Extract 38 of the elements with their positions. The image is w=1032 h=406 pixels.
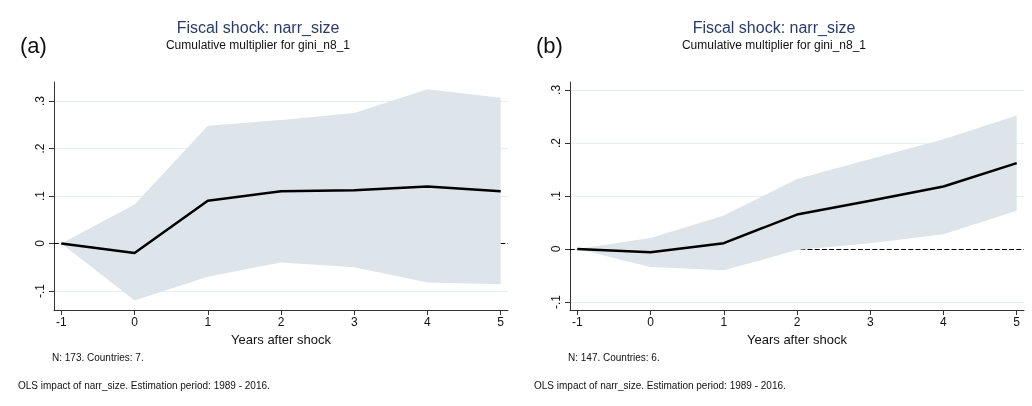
chart-subtitle: Cumulative multiplier for gini_n8_1 [165, 38, 351, 52]
x-tick-label: 5 [497, 315, 505, 329]
y-tick-label: 0 [33, 239, 47, 247]
line-series [60, 185, 502, 255]
x-tick-label: 5 [1013, 315, 1021, 329]
x-tick-label: 1 [720, 315, 728, 329]
y-tick-label: .1 [549, 190, 563, 202]
x-tick-label: 2 [277, 315, 285, 329]
y-tick-label: .1 [33, 190, 47, 202]
x-tick-label: 3 [350, 315, 358, 329]
line-series [576, 161, 1018, 254]
x-axis-title: Years after shock [231, 331, 332, 347]
y-tick-label: .2 [33, 143, 47, 154]
chart-subtitle: Cumulative multiplier for gini_n8_1 [681, 38, 867, 52]
x-tick-label: -1 [55, 315, 67, 329]
x-axis-title: Years after shock [747, 331, 848, 347]
x-tick-label: 4 [424, 315, 432, 329]
y-tick-label: .3 [549, 84, 563, 95]
chart-title: Fiscal shock: narr_size [176, 18, 340, 37]
y-tick-label: .2 [549, 137, 563, 148]
x-tick-label: 0 [131, 315, 139, 329]
y-tick-label: .3 [33, 95, 47, 107]
y-tick-label: -.1 [549, 294, 563, 310]
chart-title: Fiscal shock: narr_size [692, 18, 856, 37]
x-tick-label: 4 [940, 315, 948, 329]
text: OLS impact of narr_size. Estimation period: 1989 - 2016. [534, 379, 786, 391]
text: (a) [20, 32, 47, 58]
text: OLS impact of narr_size. Estimation period: 1989 - 2016. [18, 379, 270, 391]
x-tick-label: 3 [866, 315, 874, 329]
text: (b) [536, 32, 563, 58]
x-tick-label: 0 [647, 315, 655, 329]
y-tick-label: 0 [549, 245, 563, 253]
x-tick-label: 1 [204, 315, 212, 329]
y-tick-label: -.1 [33, 283, 47, 299]
x-tick-label: 2 [793, 315, 801, 329]
text: N: 147. Countries: 6. [568, 351, 660, 363]
text: N: 173. Countries: 7. [52, 351, 144, 363]
x-tick-label: -1 [571, 315, 583, 329]
